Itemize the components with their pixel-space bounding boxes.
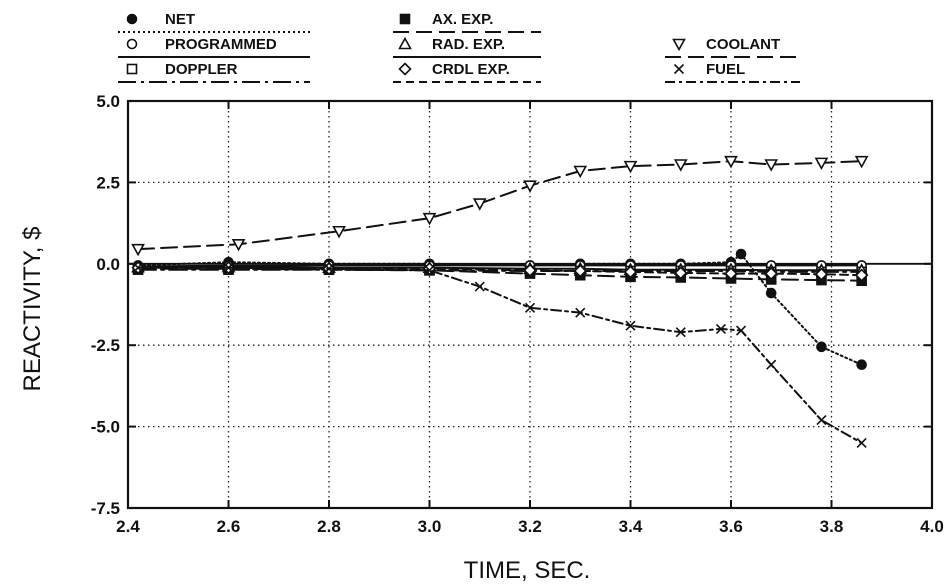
x-tick-label: 3.6	[719, 517, 743, 536]
plot-series	[131, 155, 869, 448]
legend-item-ax-exp: AX. EXP.	[393, 11, 541, 33]
data-point-coolant	[422, 212, 437, 226]
data-point-fuel	[715, 323, 727, 334]
data-point-coolant	[573, 165, 588, 179]
data-point-coolant	[854, 155, 869, 169]
data-point-fuel	[223, 262, 234, 273]
data-point-coolant	[231, 238, 246, 252]
data-point-crdl-exp	[814, 267, 829, 281]
data-point-fuel	[816, 415, 827, 426]
legend-item-net: NET	[118, 11, 310, 33]
data-point-crdl-exp	[573, 264, 587, 278]
y-tick-label: -2.5	[91, 336, 120, 355]
data-point-fuel	[735, 325, 747, 336]
x-tick-label: 3.4	[619, 517, 643, 536]
y-axis-label: REACTIVITY, $	[19, 227, 46, 392]
legend-marker-ax-exp	[399, 13, 411, 25]
series-coolant	[131, 155, 869, 257]
data-point-fuel	[474, 281, 485, 292]
legend-label-crdl-exp: CRDL EXP.	[432, 61, 510, 78]
x-tick-label: 3.2	[518, 517, 542, 536]
series-line-programmed	[137, 264, 863, 268]
y-tick-label: 0.0	[96, 255, 120, 274]
x-tick-label: 2.6	[217, 517, 241, 536]
data-point-coolant	[523, 180, 537, 193]
data-point-coolant	[764, 159, 779, 172]
data-point-fuel	[424, 265, 435, 276]
data-point-fuel	[575, 307, 586, 318]
legend: NET PROGRAMMED DOPPLER AX. EXP. RAD. EXP. CRD…	[118, 11, 800, 83]
data-point-coolant	[332, 225, 346, 239]
data-point-net	[816, 341, 827, 353]
legend-label-programmed: PROGRAMMED	[165, 36, 277, 53]
y-tick-label: -7.5	[91, 499, 120, 518]
y-tick-label: -5.0	[91, 418, 120, 437]
legend-label-doppler: DOPPLER	[165, 61, 238, 78]
data-point-fuel	[323, 263, 335, 274]
data-point-crdl-exp	[855, 268, 869, 282]
legend-marker-fuel	[673, 63, 685, 75]
series-fuel	[132, 262, 867, 448]
y-tick-label: 5.0	[96, 92, 120, 111]
legend-label-coolant: COOLANT	[706, 36, 780, 53]
legend-item-programmed: PROGRAMMED	[118, 36, 310, 58]
x-tick-label: 4.0	[920, 517, 944, 536]
data-point-crdl-exp	[523, 263, 537, 277]
legend-marker-programmed	[126, 38, 138, 50]
data-point-net	[765, 287, 777, 299]
legend-marker-crdl-exp	[398, 62, 412, 76]
legend-item-crdl-exp: CRDL EXP.	[393, 61, 541, 83]
plot-frame	[126, 99, 934, 510]
legend-item-fuel: FUEL	[665, 61, 800, 83]
data-point-coolant	[724, 155, 738, 169]
data-point-coolant	[131, 243, 145, 257]
legend-label-rad-exp: RAD. EXP.	[432, 36, 505, 53]
x-tick-label: 2.8	[317, 517, 341, 536]
data-point-fuel	[856, 437, 867, 448]
data-point-crdl-exp	[674, 266, 688, 280]
data-point-fuel	[675, 327, 686, 338]
legend-marker-net	[126, 13, 138, 25]
y-tick-label: 2.5	[96, 173, 120, 192]
data-point-crdl-exp	[623, 265, 638, 279]
legend-marker-coolant	[672, 38, 686, 52]
legend-marker-rad-exp	[398, 36, 412, 50]
series-line-coolant	[137, 160, 863, 251]
legend-item-rad-exp: RAD. EXP.	[393, 36, 541, 58]
legend-label-fuel: FUEL	[706, 61, 745, 78]
x-tick-label: 3.0	[418, 517, 442, 536]
data-point-crdl-exp	[764, 266, 778, 281]
grid	[128, 101, 932, 508]
data-point-fuel	[524, 302, 536, 313]
legend-item-coolant: COOLANT	[665, 36, 800, 58]
legend-marker-doppler	[126, 63, 138, 75]
data-point-crdl-exp	[724, 266, 738, 281]
data-point-fuel	[766, 359, 777, 370]
legend-label-ax-exp: AX. EXP.	[432, 11, 493, 28]
legend-label-net: NET	[165, 11, 195, 28]
x-tick-label: 2.4	[116, 517, 140, 536]
x-axis-label: TIME, SEC.	[464, 557, 591, 584]
legend-item-doppler: DOPPLER	[118, 61, 310, 83]
data-point-net	[856, 359, 867, 371]
data-point-coolant	[623, 160, 638, 174]
series-line-fuel	[137, 266, 863, 444]
data-point-coolant	[472, 198, 487, 211]
data-point-net	[735, 248, 747, 260]
tick-labels: 2.4 2.6 2.8 3.0 3.2 3.4 3.6 3.8 4.0 5.0 2.5 0.0 -2.5…	[91, 92, 944, 536]
data-point-coolant	[814, 157, 829, 171]
data-point-coolant	[673, 159, 688, 172]
x-tick-label: 3.8	[820, 517, 844, 536]
data-point-fuel	[625, 320, 636, 331]
